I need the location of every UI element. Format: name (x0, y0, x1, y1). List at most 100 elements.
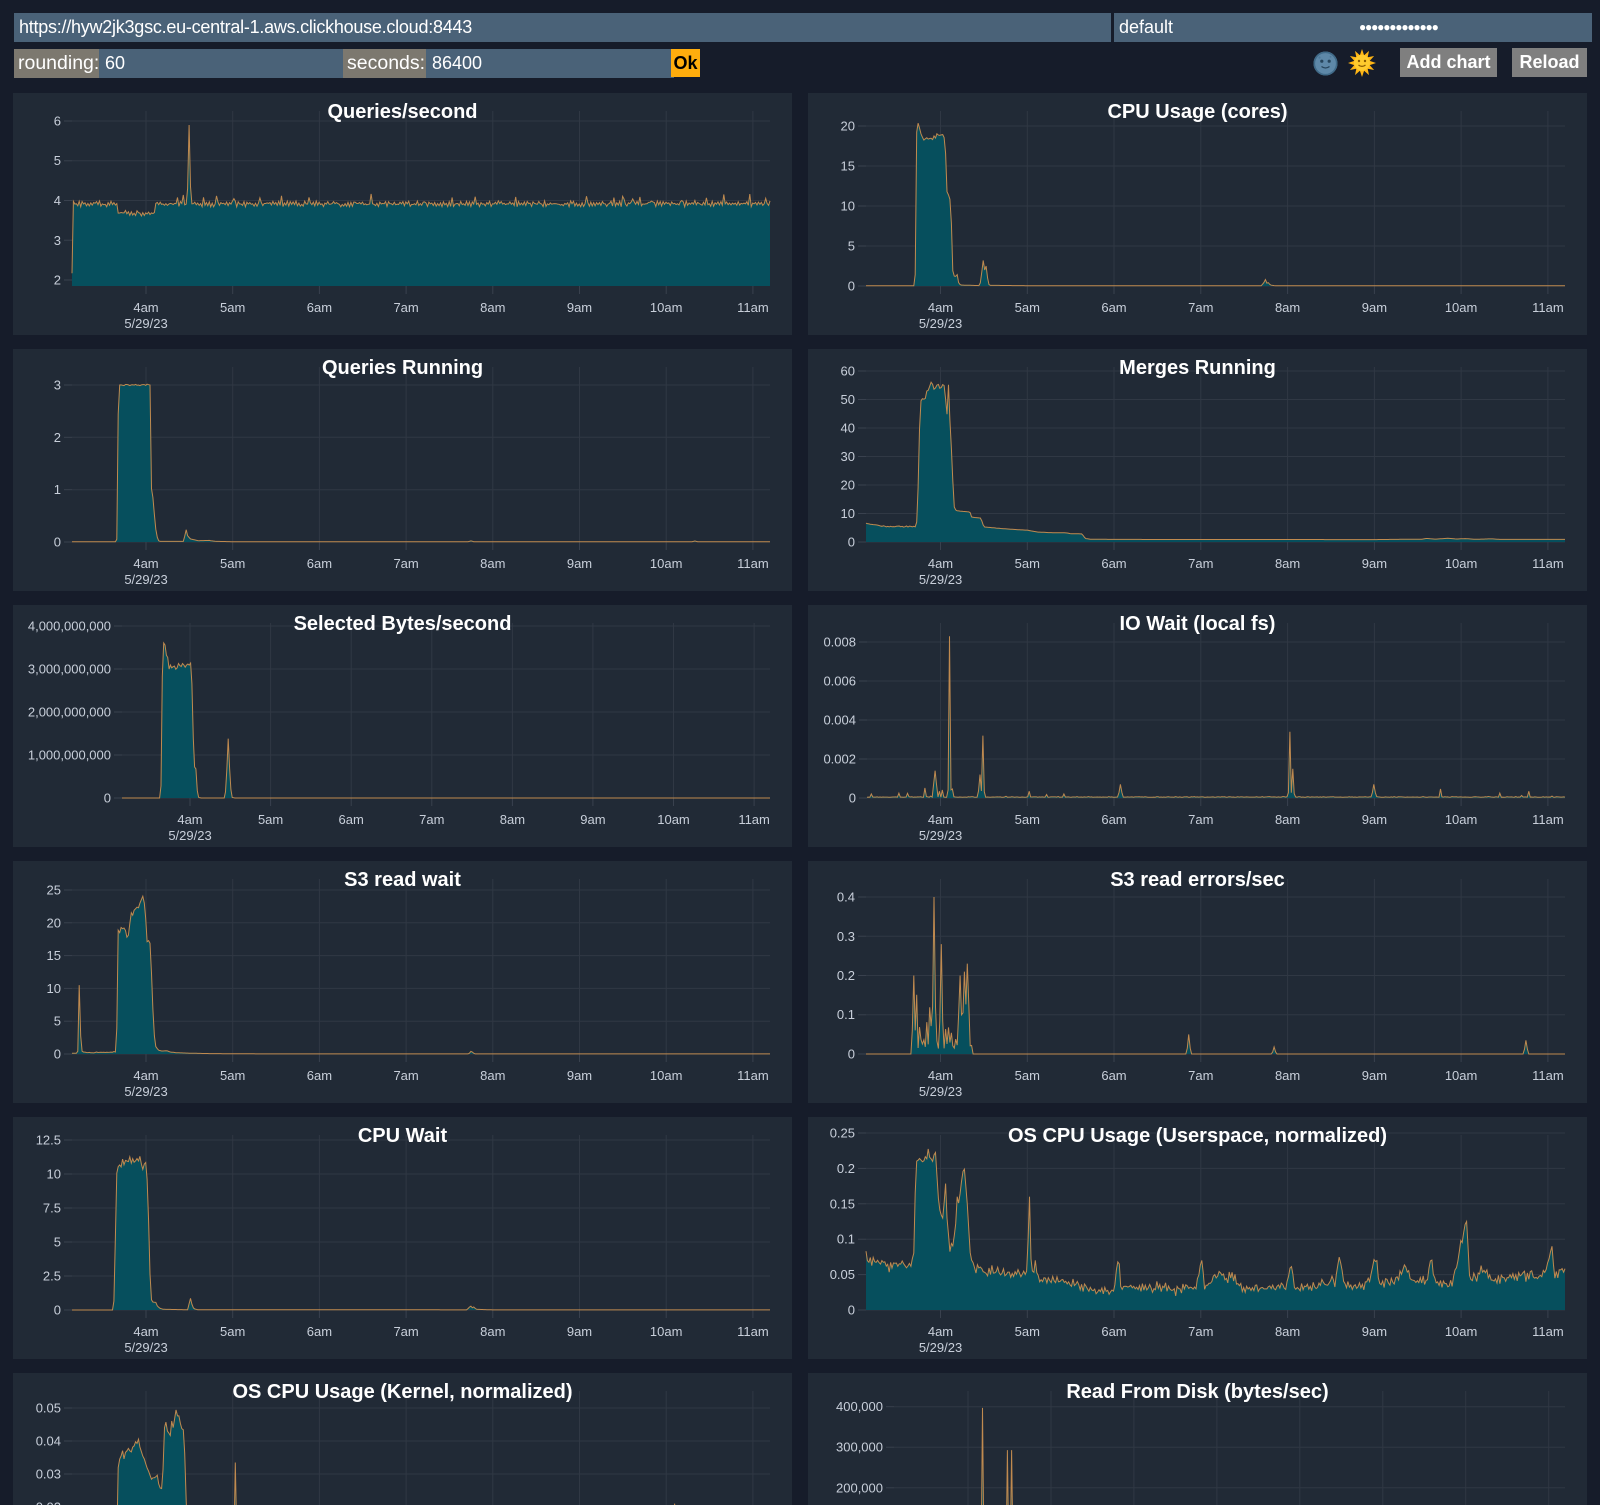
svg-text:7am: 7am (393, 556, 418, 571)
svg-text:60: 60 (841, 364, 855, 379)
svg-text:0.1: 0.1 (837, 1232, 855, 1247)
svg-text:30: 30 (841, 449, 855, 464)
svg-text:4am: 4am (133, 300, 158, 315)
svg-text:0.2: 0.2 (837, 968, 855, 983)
svg-text:11am: 11am (1532, 812, 1564, 827)
svg-text:6: 6 (54, 114, 61, 129)
svg-text:0.3: 0.3 (837, 929, 855, 944)
svg-text:IO Wait (local fs): IO Wait (local fs) (1120, 613, 1276, 635)
svg-text:5am: 5am (258, 812, 283, 827)
svg-text:200,000: 200,000 (836, 1480, 883, 1495)
svg-text:Selected Bytes/second: Selected Bytes/second (294, 613, 512, 635)
svg-text:5/29/23: 5/29/23 (919, 1340, 962, 1355)
svg-text:2,000,000,000: 2,000,000,000 (28, 705, 111, 720)
svg-text:6am: 6am (307, 1324, 332, 1339)
svg-text:0: 0 (104, 791, 111, 806)
svg-text:10: 10 (841, 506, 855, 521)
svg-text:2: 2 (54, 273, 61, 288)
svg-text:9am: 9am (567, 556, 592, 571)
svg-text:6am: 6am (307, 300, 332, 315)
svg-text:11am: 11am (1532, 300, 1564, 315)
svg-text:S3 read errors/sec: S3 read errors/sec (1110, 869, 1285, 891)
svg-text:3: 3 (54, 378, 61, 393)
svg-text:5/29/23: 5/29/23 (919, 316, 962, 331)
svg-text:0.05: 0.05 (36, 1401, 61, 1416)
svg-text:0.04: 0.04 (36, 1434, 61, 1449)
svg-text:5am: 5am (220, 300, 245, 315)
svg-text:10: 10 (841, 199, 855, 214)
svg-text:0.002: 0.002 (823, 752, 856, 767)
svg-text:12.5: 12.5 (36, 1133, 61, 1148)
svg-text:8am: 8am (1275, 1324, 1300, 1339)
svg-text:9am: 9am (580, 812, 605, 827)
svg-text:5: 5 (54, 153, 61, 168)
svg-text:4am: 4am (928, 300, 953, 315)
svg-text:1: 1 (54, 482, 61, 497)
svg-text:50: 50 (841, 392, 855, 407)
svg-text:15: 15 (841, 159, 855, 174)
svg-text:4am: 4am (133, 1324, 158, 1339)
svg-text:4am: 4am (928, 1068, 953, 1083)
svg-text:5/29/23: 5/29/23 (919, 828, 962, 843)
svg-text:0: 0 (849, 791, 856, 806)
svg-text:40: 40 (841, 421, 855, 436)
svg-text:0.004: 0.004 (823, 713, 856, 728)
svg-text:Queries Running: Queries Running (322, 357, 483, 379)
svg-text:5am: 5am (1015, 556, 1040, 571)
svg-text:15: 15 (47, 948, 61, 963)
svg-text:5/29/23: 5/29/23 (124, 572, 167, 587)
svg-text:10am: 10am (1445, 812, 1478, 827)
svg-text:9am: 9am (567, 300, 592, 315)
svg-text:0: 0 (848, 1303, 855, 1318)
svg-text:9am: 9am (1362, 300, 1387, 315)
svg-text:4am: 4am (928, 812, 953, 827)
svg-text:0.006: 0.006 (823, 674, 856, 689)
svg-text:0.25: 0.25 (830, 1126, 855, 1141)
svg-text:11am: 11am (1532, 1068, 1564, 1083)
svg-text:0.05: 0.05 (830, 1267, 855, 1282)
svg-text:4am: 4am (133, 556, 158, 571)
svg-text:0.03: 0.03 (36, 1467, 61, 1482)
svg-text:CPU Usage (cores): CPU Usage (cores) (1107, 101, 1287, 123)
svg-text:5am: 5am (1015, 1068, 1040, 1083)
svg-text:8am: 8am (480, 300, 505, 315)
svg-text:4am: 4am (133, 1068, 158, 1083)
svg-text:8am: 8am (480, 1324, 505, 1339)
svg-text:8am: 8am (1275, 1068, 1300, 1083)
svg-text:10am: 10am (657, 812, 690, 827)
svg-text:4am: 4am (177, 812, 202, 827)
svg-text:OS CPU Usage (Kernel, normaliz: OS CPU Usage (Kernel, normalized) (232, 1381, 572, 1403)
svg-text:7am: 7am (1188, 1324, 1213, 1339)
svg-text:300,000: 300,000 (836, 1440, 883, 1455)
svg-text:0: 0 (848, 535, 855, 550)
svg-text:7.5: 7.5 (43, 1201, 61, 1216)
svg-text:5am: 5am (1015, 1324, 1040, 1339)
svg-text:10am: 10am (650, 300, 683, 315)
svg-text:8am: 8am (500, 812, 525, 827)
svg-text:0.02: 0.02 (36, 1500, 61, 1505)
svg-text:5am: 5am (220, 1324, 245, 1339)
svg-text:5am: 5am (1015, 300, 1040, 315)
svg-text:2.5: 2.5 (43, 1269, 61, 1284)
svg-text:7am: 7am (1188, 556, 1213, 571)
svg-text:7am: 7am (393, 1068, 418, 1083)
svg-text:0.008: 0.008 (823, 635, 856, 650)
svg-text:20: 20 (841, 478, 855, 493)
svg-text:0: 0 (54, 1047, 61, 1062)
svg-text:4am: 4am (928, 556, 953, 571)
svg-text:3,000,000,000: 3,000,000,000 (28, 662, 111, 677)
svg-text:CPU Wait: CPU Wait (358, 1125, 448, 1147)
svg-text:10am: 10am (1445, 1068, 1478, 1083)
svg-text:0.1: 0.1 (837, 1007, 855, 1022)
svg-text:0.15: 0.15 (830, 1196, 855, 1211)
svg-text:3: 3 (54, 233, 61, 248)
svg-text:7am: 7am (1188, 812, 1213, 827)
svg-text:6am: 6am (1101, 1068, 1126, 1083)
svg-text:5am: 5am (220, 556, 245, 571)
svg-text:8am: 8am (480, 556, 505, 571)
svg-text:5/29/23: 5/29/23 (124, 1340, 167, 1355)
svg-text:6am: 6am (307, 556, 332, 571)
svg-text:7am: 7am (1188, 1068, 1213, 1083)
svg-text:6am: 6am (1101, 1324, 1126, 1339)
svg-text:5: 5 (54, 1235, 61, 1250)
